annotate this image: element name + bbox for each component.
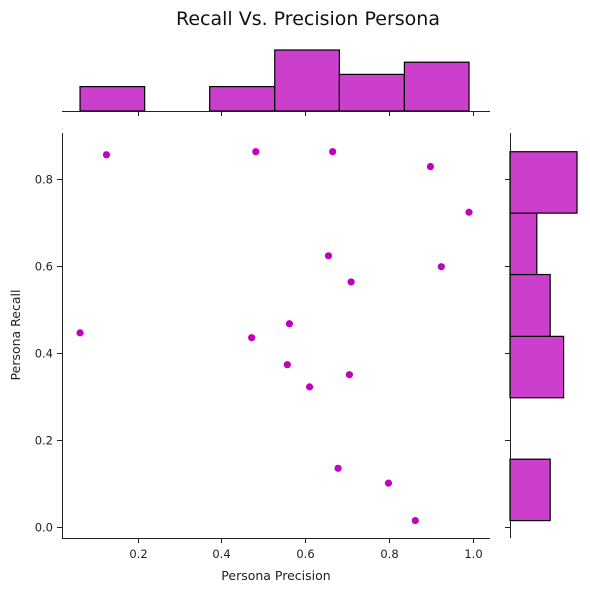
scatter-point (305, 383, 314, 391)
scatter-point (426, 162, 435, 171)
scatter-point (437, 263, 445, 271)
scatter-point (384, 479, 393, 487)
y-tick-label: 0.4 (35, 347, 53, 361)
x-histogram-bar (403, 61, 470, 112)
x-tick-label: 0.4 (212, 547, 230, 561)
x-axis-label: Persona Precision (221, 568, 330, 583)
scatter-point (345, 371, 354, 379)
y-histogram-bar (509, 335, 565, 399)
y-histogram-bar (509, 458, 551, 522)
y-tick-label: 0.8 (35, 173, 53, 187)
x-histogram-bar (209, 85, 276, 112)
scatter-point (347, 278, 355, 286)
scatter-point (324, 252, 333, 260)
x-histogram-bar (79, 85, 146, 112)
x-tick-label: 0.6 (296, 547, 314, 561)
scatter-point (411, 516, 419, 525)
y-axis-label: Persona Recall (8, 290, 23, 381)
y-tick-label: 0.0 (35, 521, 53, 535)
y-tick-label: 0.2 (35, 434, 53, 448)
x-tick-label: 0.2 (129, 547, 147, 561)
scatter-point (465, 208, 473, 216)
scatter-point (248, 334, 256, 342)
x-marginal-histogram (79, 49, 470, 112)
scatter-point (76, 329, 84, 337)
x-tick-label: 0.8 (380, 547, 398, 561)
scatter-point (329, 148, 337, 156)
scatter-point (285, 320, 294, 328)
x-histogram-bar (338, 73, 405, 112)
scatter-point (334, 464, 342, 472)
y-histogram-bar (509, 273, 551, 337)
x-tick-label: 1.0 (464, 547, 482, 561)
y-tick-label: 0.6 (35, 260, 53, 274)
y-histogram-bar (509, 212, 538, 276)
scatter-point (102, 151, 111, 159)
scatter-points (76, 148, 473, 525)
x-marginal-ticks (138, 111, 474, 116)
y-marginal-ticks (505, 179, 510, 528)
x-axis-ticks: 0.2 0.4 0.6 0.8 1.0 (129, 538, 483, 561)
scatter-point (252, 148, 260, 156)
x-histogram-bar (274, 49, 340, 112)
scatter-point (283, 361, 291, 369)
y-marginal-histogram (509, 151, 578, 522)
y-histogram-bar (509, 151, 578, 214)
y-axis-ticks: 0.0 0.2 0.4 0.6 0.8 (35, 173, 62, 535)
chart-title: Recall Vs. Precision Persona (176, 8, 440, 30)
scatter-plot-area: 0.2 0.4 0.6 0.8 1.0 0.0 0.2 0.4 0.6 0.8 (35, 111, 510, 561)
